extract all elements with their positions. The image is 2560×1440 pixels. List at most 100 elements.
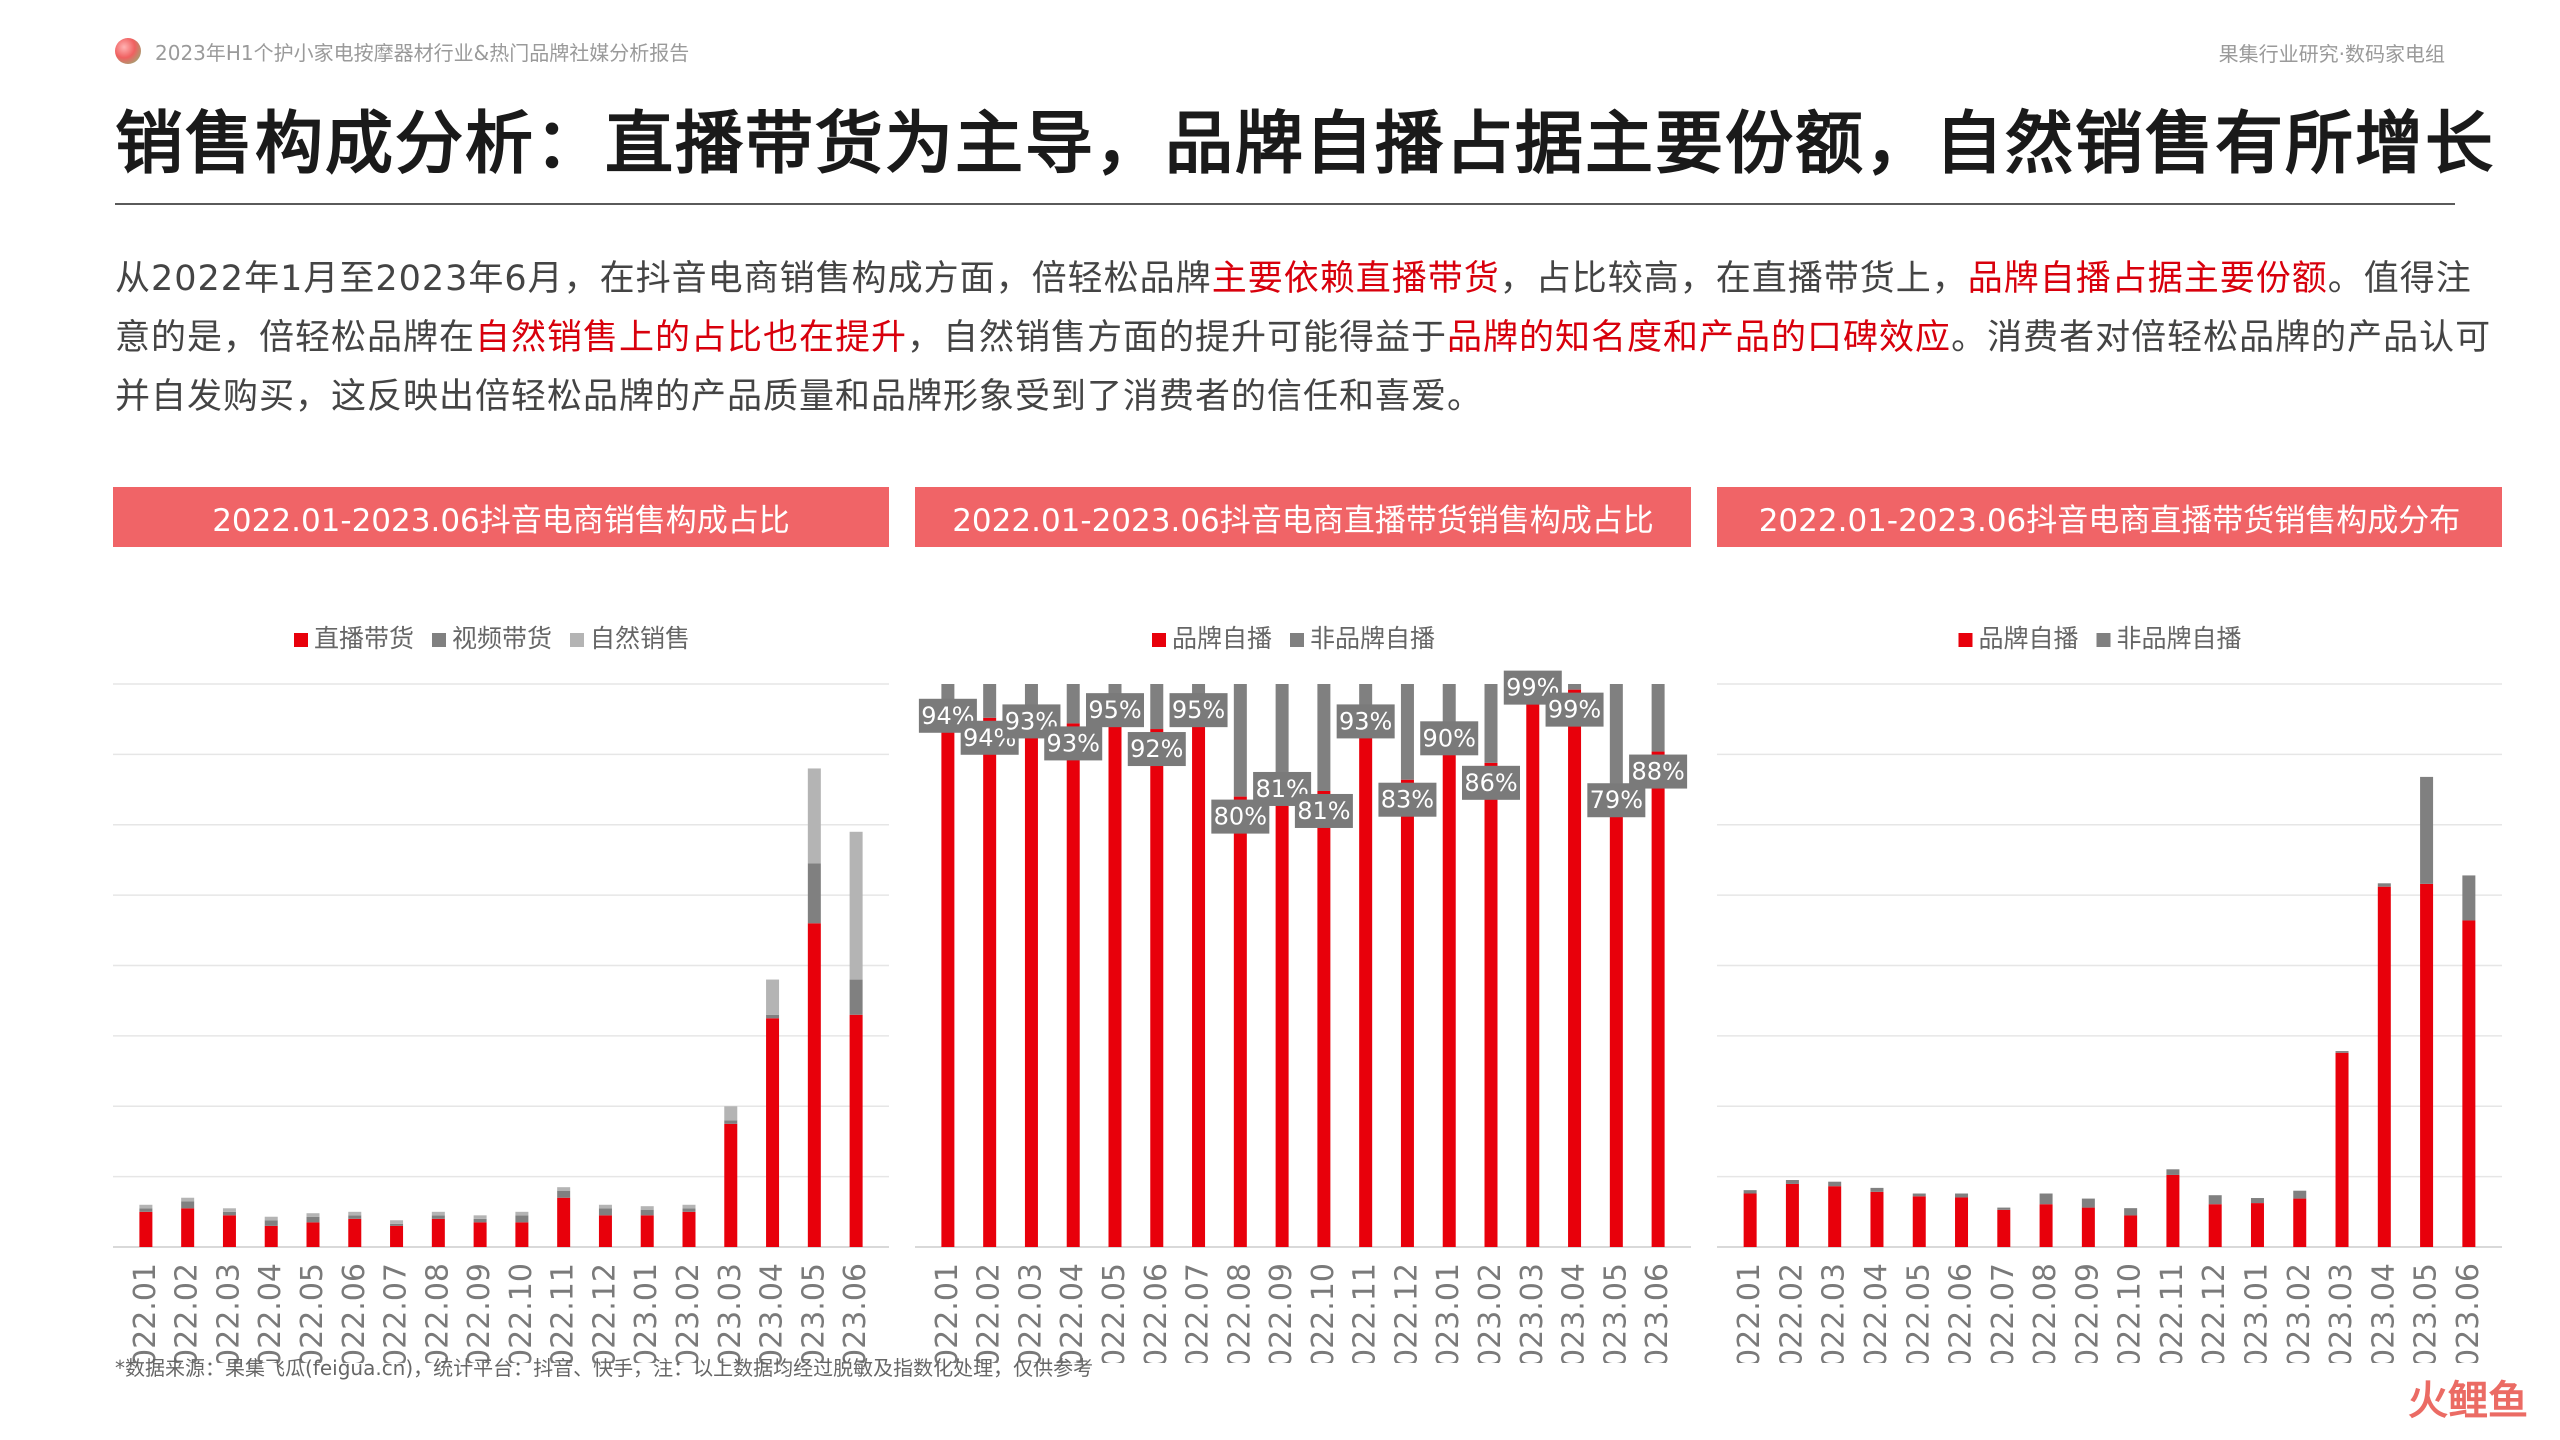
x-tick-label: 2022.03 xyxy=(1817,1263,1852,1363)
x-tick-label: 2022.09 xyxy=(462,1263,497,1363)
bar-segment xyxy=(682,1208,696,1212)
legend-swatch xyxy=(1152,633,1166,647)
bar-segment xyxy=(348,1218,362,1247)
data-label: 80% xyxy=(1214,803,1267,831)
x-tick-label: 2023.05 xyxy=(2409,1263,2444,1363)
x-tick-label: 2022.02 xyxy=(972,1263,1007,1363)
bar-segment xyxy=(1317,790,1331,1247)
bar-segment xyxy=(2462,875,2476,921)
bar-segment xyxy=(849,831,863,980)
bar-segment xyxy=(1526,689,1540,1247)
bar-segment xyxy=(1743,1190,1757,1194)
bar-segment xyxy=(1828,1181,1842,1187)
chart-panel-sales-composition: 2022.01-2023.06抖音电商销售构成占比 直播带货 视频带货 自然销售 20… xyxy=(113,487,889,1363)
summary-text-1: 从2022年1月至2023年6月，在抖音电商销售构成方面，倍轻松品牌 xyxy=(115,259,1212,299)
x-tick-label: 2023.01 xyxy=(629,1263,664,1363)
bar-segment xyxy=(264,1216,278,1221)
bar-segment xyxy=(1400,779,1414,1247)
brand-logo-icon xyxy=(115,38,141,64)
x-tick-label: 2023.02 xyxy=(1473,1263,1508,1363)
data-label-box xyxy=(1378,782,1437,817)
bar-segment xyxy=(1870,1191,1884,1247)
summary-text-5: 。消费者对倍轻松品牌的产品认可并自发购买，这反映出倍轻松品牌的产品质量和品牌形象… xyxy=(115,318,2492,417)
bar-segment xyxy=(431,1215,445,1219)
bar-segment xyxy=(2250,1203,2264,1247)
bar-segment xyxy=(431,1218,445,1247)
x-tick-label: 2022.07 xyxy=(1986,1263,2021,1363)
bar-segment xyxy=(766,1014,780,1019)
legend-label: 视频带货 xyxy=(452,624,552,653)
bar-segment xyxy=(473,1215,487,1219)
bar-segment xyxy=(222,1211,236,1216)
bar-segment xyxy=(807,768,821,864)
bar-segment xyxy=(306,1222,320,1247)
title-divider xyxy=(115,203,2455,205)
bar-segment xyxy=(1743,1193,1757,1247)
x-tick-label: 2022.10 xyxy=(2113,1263,2148,1363)
x-tick-label: 2022.06 xyxy=(1139,1263,1174,1363)
bar-segment xyxy=(139,1211,153,1247)
x-tick-label: 2022.04 xyxy=(1055,1263,1090,1363)
bar-segment xyxy=(983,717,997,1247)
bar-segment xyxy=(306,1213,320,1217)
data-label-box xyxy=(1587,783,1646,818)
bar-segment xyxy=(598,1208,612,1216)
legend-swatch xyxy=(570,633,584,647)
bar-segment xyxy=(766,1018,780,1247)
data-source-footnote: *数据来源：果集飞瓜(feigua.cn)，统计平台：抖音、快手，注：以上数据均… xyxy=(115,1356,1094,1380)
bar-segment xyxy=(1484,684,1498,763)
bar-segment xyxy=(1400,684,1414,780)
x-tick-label: 2023.03 xyxy=(713,1263,748,1363)
data-label-box xyxy=(1169,693,1228,728)
x-tick-label: 2023.02 xyxy=(671,1263,706,1363)
bar-segment xyxy=(1233,796,1247,1247)
x-tick-label: 2022.12 xyxy=(2197,1263,2232,1363)
x-tick-label: 2022.11 xyxy=(2155,1263,2190,1363)
x-tick-label: 2022.01 xyxy=(930,1263,965,1363)
legend-label: 直播带货 xyxy=(314,624,414,653)
bar-segment xyxy=(1108,712,1122,1247)
bar-segment xyxy=(2208,1195,2222,1205)
x-tick-label: 2022.09 xyxy=(1264,1263,1299,1363)
bar-segment xyxy=(181,1208,195,1247)
bar-segment xyxy=(2420,883,2434,1247)
bar-segment xyxy=(682,1204,696,1209)
bar-segment xyxy=(807,923,821,1247)
data-label-box xyxy=(1462,765,1520,800)
bar-segment xyxy=(2166,1169,2180,1175)
bar-segment xyxy=(1275,790,1289,1247)
bar-segment xyxy=(640,1215,654,1247)
x-tick-label: 2023.04 xyxy=(755,1263,790,1363)
x-tick-label: 2022.09 xyxy=(2070,1263,2105,1363)
x-tick-label: 2022.04 xyxy=(1859,1263,1894,1363)
bar-segment xyxy=(473,1222,487,1247)
bar-segment xyxy=(473,1218,487,1223)
bar-segment xyxy=(1275,684,1289,791)
x-tick-label: 2022.11 xyxy=(546,1263,581,1363)
x-tick-label: 2022.10 xyxy=(504,1263,539,1363)
bar-segment xyxy=(2081,1207,2095,1247)
data-label: 88% xyxy=(1631,758,1684,786)
data-label-box xyxy=(1086,693,1144,728)
bar-segment xyxy=(181,1201,195,1209)
legend-label: 自然销售 xyxy=(590,624,690,653)
bar-segment xyxy=(598,1215,612,1247)
x-tick-label: 2022.03 xyxy=(1013,1263,1048,1363)
bar-segment xyxy=(2377,886,2391,1247)
legend-swatch xyxy=(432,633,446,647)
report-title: 2023年H1个护小家电按摩器材行业&热门品牌社媒分析报告 xyxy=(155,40,690,65)
bar-segment xyxy=(1233,684,1247,797)
data-label: 93% xyxy=(1339,707,1392,735)
bar-segment xyxy=(941,717,955,1247)
x-tick-label: 2022.02 xyxy=(1774,1263,1809,1363)
data-label: 83% xyxy=(1381,786,1434,814)
bar-segment xyxy=(222,1215,236,1247)
legend-label: 非品牌自播 xyxy=(2117,624,2242,653)
bar-segment xyxy=(766,979,780,1015)
report-header: 2023年H1个护小家电按摩器材行业&热门品牌社媒分析报告 xyxy=(115,36,689,66)
bar-segment xyxy=(390,1225,404,1247)
bar-segment xyxy=(1484,762,1498,1247)
bar-segment xyxy=(682,1211,696,1247)
